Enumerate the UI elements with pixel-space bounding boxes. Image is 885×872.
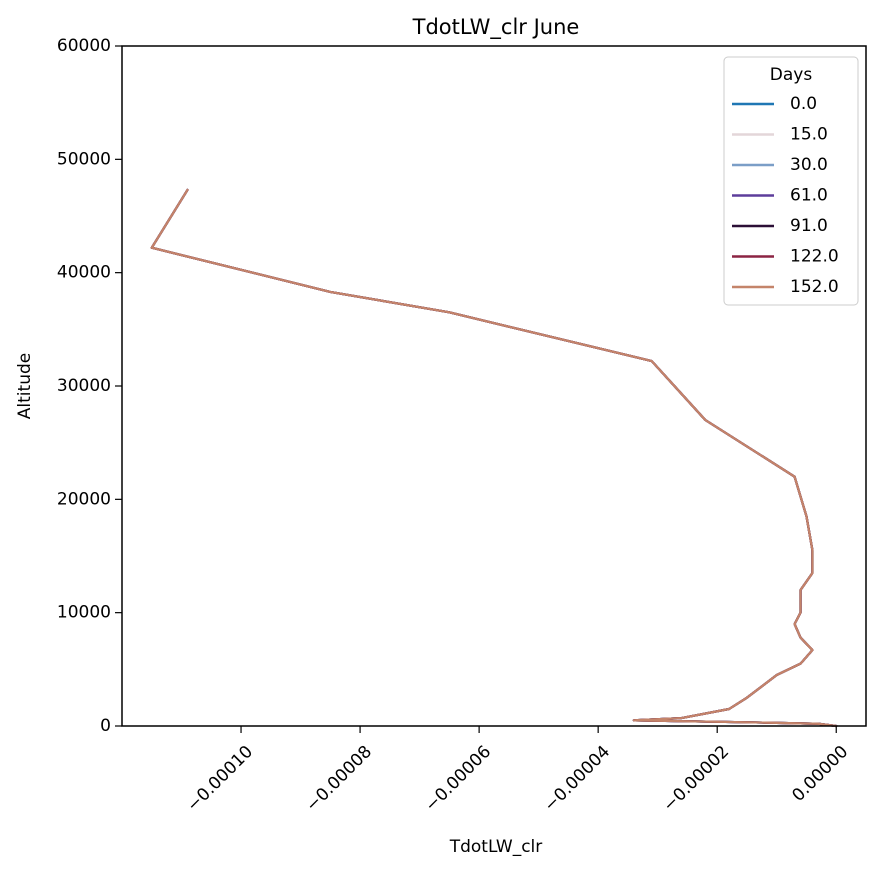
chart-title: TdotLW_clr June [412, 15, 580, 40]
y-axis: 0 10000 20000 30000 40000 50000 60000 [57, 36, 122, 736]
legend-label: 122.0 [790, 247, 839, 267]
y-tick-label: 20000 [57, 489, 111, 509]
series-line-6 [150, 188, 838, 728]
legend-title: Days [770, 65, 813, 85]
legend-box [723, 56, 859, 306]
y-axis-label: Altitude [15, 353, 35, 419]
legend-label: 152.0 [790, 277, 839, 297]
legend-items: 0.0 15.0 30.0 61.0 91.0 122.0 152.0 [732, 94, 839, 297]
y-tick-label: 40000 [57, 263, 111, 283]
y-tick-label: 10000 [57, 603, 111, 623]
legend-label: 91.0 [790, 216, 828, 236]
plot-lines [150, 188, 838, 728]
legend: Days 0.0 15.0 30.0 61.0 91.0 122.0 152.0 [723, 56, 859, 306]
legend-label: 0.0 [790, 94, 817, 114]
legend-label: 30.0 [790, 155, 828, 175]
y-tick-label: 60000 [57, 36, 111, 56]
y-tick-label: 30000 [57, 376, 111, 396]
y-tick-label: 0 [100, 716, 111, 736]
legend-label: 15.0 [790, 125, 828, 145]
y-tick-label: 50000 [57, 149, 111, 169]
legend-label: 61.0 [790, 186, 828, 206]
x-axis-label: TdotLW_clr [449, 837, 543, 857]
